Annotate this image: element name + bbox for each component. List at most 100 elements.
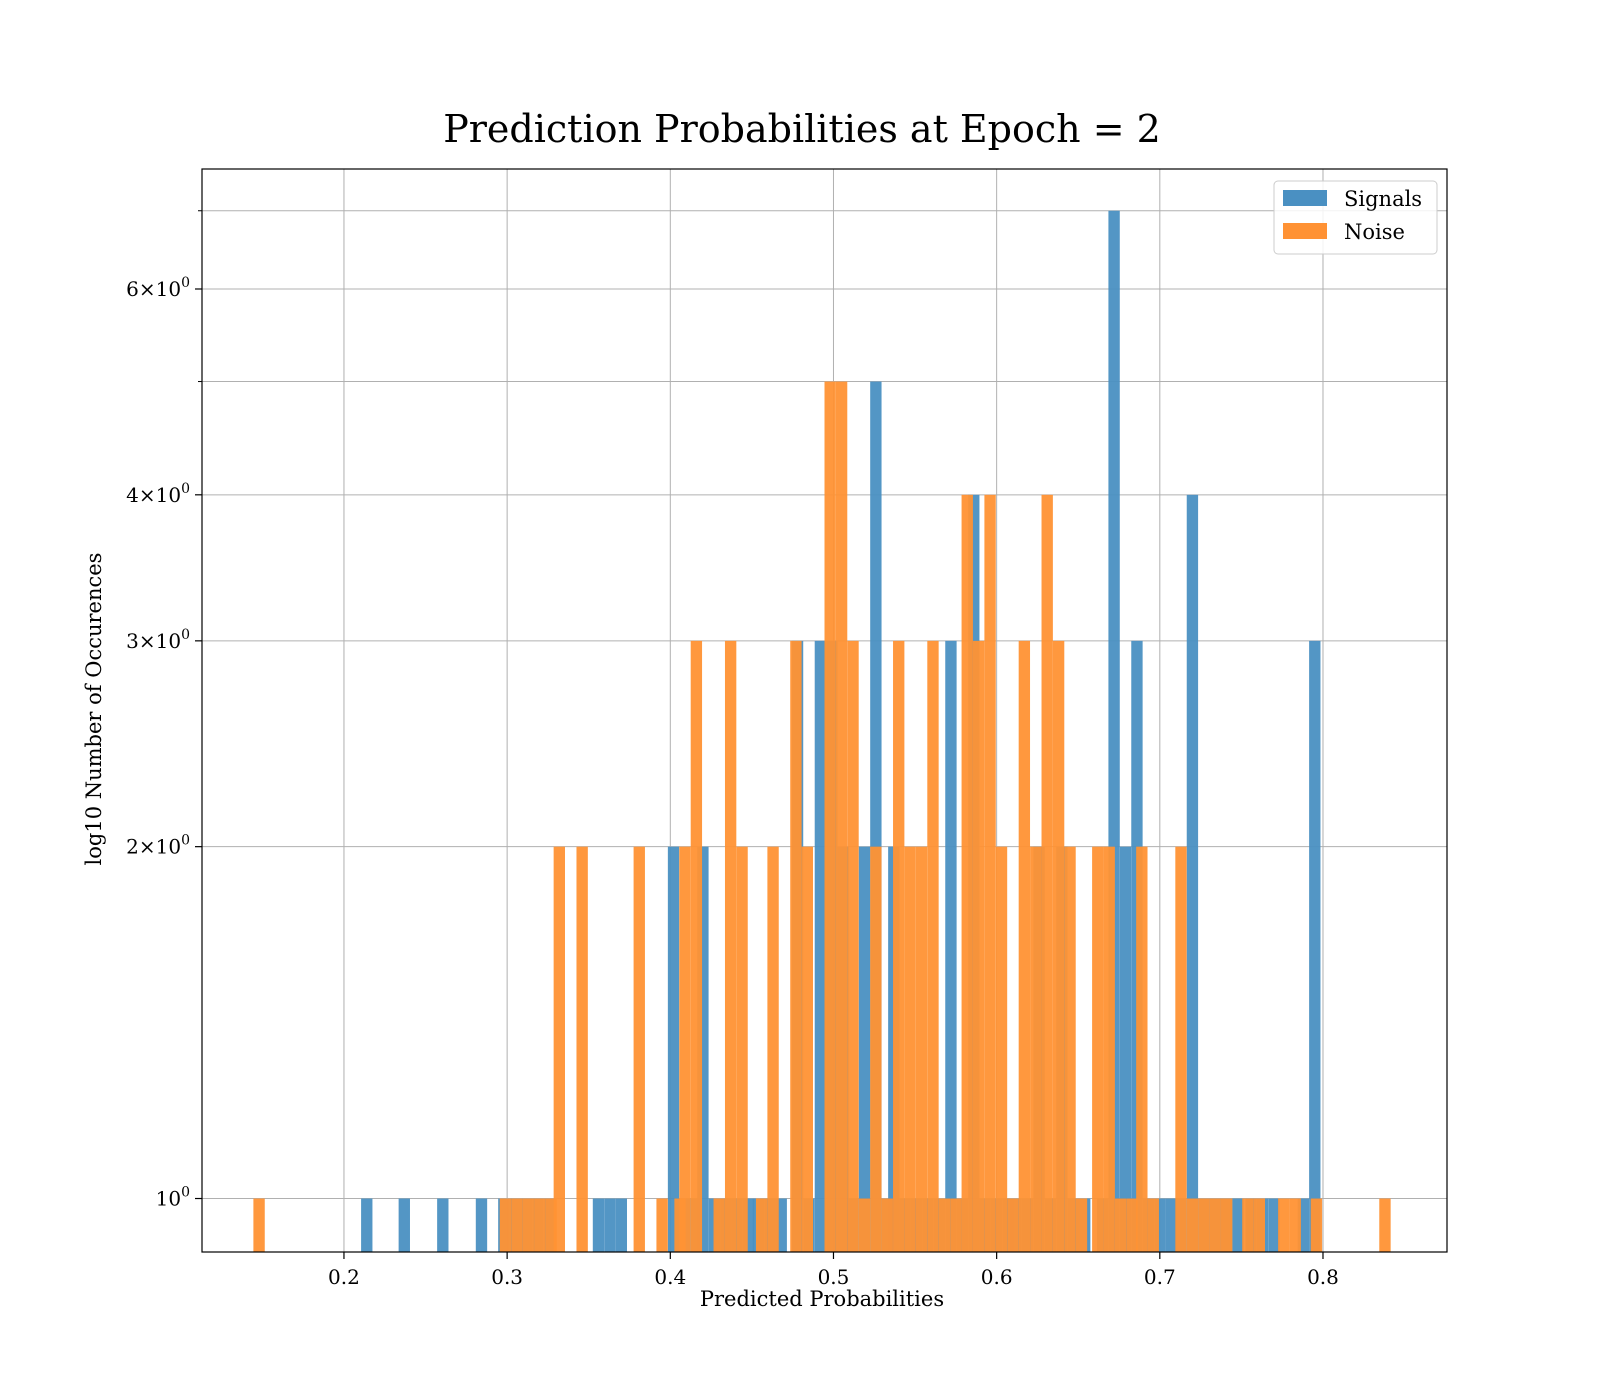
bar-noise [1030, 846, 1042, 1252]
bar-noise [1126, 1198, 1138, 1252]
bar-noise [522, 1198, 534, 1252]
legend-swatch-noise [1283, 223, 1327, 239]
bar-noise [801, 846, 814, 1252]
bar-noise [950, 1198, 962, 1252]
x-tick-label: 0.3 [491, 1265, 523, 1289]
y-tick-label: 4×100 [126, 481, 190, 507]
legend: Signals Noise [1273, 180, 1438, 255]
bar-noise [511, 1198, 523, 1252]
bar-signals [814, 640, 827, 1252]
bar-noise [553, 846, 565, 1252]
bars [253, 210, 1391, 1253]
x-tick-label: 0.4 [654, 1265, 686, 1289]
bar-noise [633, 846, 645, 1252]
bar-signals [437, 1198, 449, 1252]
bar-noise [534, 1198, 546, 1252]
bar-noise [499, 1198, 512, 1252]
bar-noise [847, 640, 859, 1252]
bar-noise [1075, 1198, 1088, 1252]
bar-noise [1198, 1198, 1210, 1252]
bar-noise [1379, 1198, 1391, 1252]
bar-noise [1103, 846, 1115, 1252]
bar-noise [904, 846, 916, 1252]
bar-noise [1052, 640, 1065, 1252]
x-tick-label: 0.2 [328, 1265, 360, 1289]
bar-noise [1242, 1198, 1254, 1252]
legend-label-noise: Noise [1344, 220, 1405, 244]
bar-noise [927, 640, 939, 1252]
bar-noise [656, 1198, 668, 1252]
bar-noise [938, 1198, 951, 1252]
bar-noise [972, 640, 985, 1252]
bar-signals [615, 1198, 627, 1252]
y-tick-label: 6×100 [126, 275, 190, 301]
bar-signals [1268, 1198, 1280, 1252]
bar-signals [1119, 846, 1132, 1252]
bar-noise [893, 640, 905, 1252]
bar-signals [858, 846, 871, 1252]
bar-noise [767, 846, 779, 1252]
bar-noise [690, 640, 703, 1252]
bar-noise [961, 494, 973, 1252]
axis-ticks: 0.2 0.3 0.4 0.5 0.6 0.7 0.8 100 2×100 3×100 4×100 6… [126, 210, 1339, 1289]
bar-noise [1221, 1198, 1233, 1252]
bar-signals [1186, 494, 1199, 1252]
bar-signals [667, 846, 680, 1252]
bar-noise [679, 846, 691, 1252]
bar-noise [253, 1198, 265, 1252]
x-tick-label: 0.5 [818, 1265, 850, 1289]
bar-signals [1309, 640, 1321, 1252]
bar-noise [824, 381, 836, 1252]
x-tick-label: 0.7 [1144, 1265, 1176, 1289]
bar-signals [1108, 210, 1120, 1253]
bar-signals [742, 1198, 755, 1252]
x-tick-label: 0.6 [981, 1265, 1013, 1289]
bar-signals [1154, 1198, 1166, 1252]
bar-noise [1289, 1198, 1301, 1252]
y-axis-label: log10 Number of Occurences [82, 553, 106, 866]
x-axis-label: Predicted Probabilities [700, 1287, 944, 1311]
bar-noise [1175, 846, 1187, 1252]
bar-noise [755, 1198, 768, 1252]
bar-signals [592, 1198, 605, 1252]
bar-noise [1253, 1198, 1265, 1252]
bar-noise [1007, 1198, 1019, 1252]
bar-noise [1041, 494, 1053, 1252]
bar-noise [1310, 1198, 1323, 1252]
bar-noise [576, 846, 588, 1252]
bar-signals [945, 640, 957, 1252]
plot-frame [201, 168, 1448, 1253]
bar-noise [995, 846, 1008, 1252]
y-tick-label: 2×100 [126, 833, 190, 859]
bar-noise [545, 1198, 557, 1252]
bar-signals [1165, 1198, 1177, 1252]
bar-noise [1114, 1198, 1127, 1252]
bar-signals [604, 1198, 616, 1252]
bar-signals [870, 381, 882, 1252]
bar-signals [1297, 1198, 1310, 1252]
y-tick-label: 100 [156, 1185, 190, 1211]
bar-noise [1018, 640, 1031, 1252]
bar-noise [1186, 1198, 1199, 1252]
bar-noise [835, 381, 848, 1252]
bar-noise [1064, 846, 1076, 1252]
bar-signals [1232, 1198, 1244, 1252]
bar-noise [881, 1198, 893, 1252]
y-tick-label: 3×100 [126, 627, 190, 653]
bar-noise [790, 640, 802, 1252]
bar-noise [713, 1198, 725, 1252]
bar-noise [1278, 1198, 1290, 1252]
bar-noise [915, 846, 928, 1252]
bar-noise [1136, 846, 1148, 1252]
bar-noise [870, 846, 882, 1252]
bar-signals [475, 1198, 488, 1252]
bar-signals [361, 1198, 373, 1252]
bar-noise [858, 1198, 871, 1252]
x-tick-label: 0.8 [1307, 1265, 1339, 1289]
bar-signals [398, 1198, 410, 1252]
bar-noise [1092, 846, 1104, 1252]
series-noise [253, 381, 1391, 1252]
bar-noise [736, 846, 748, 1252]
bar-noise [1209, 1198, 1221, 1252]
